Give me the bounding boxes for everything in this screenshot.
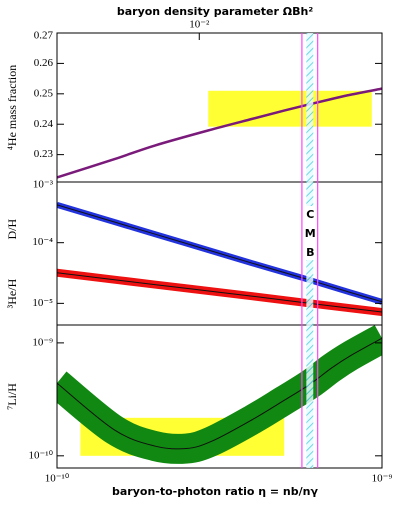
x-tick-label: 10⁻⁹ xyxy=(372,473,393,485)
y-axis-label: ⁴He mass fraction xyxy=(5,65,19,151)
panel-frame xyxy=(56,324,383,469)
chart-title: baryon density parameter ΩBh² xyxy=(117,5,313,18)
plot-area xyxy=(57,325,382,464)
plot-area xyxy=(57,201,382,316)
series-center-line xyxy=(57,337,382,450)
y-axis-label: D/H xyxy=(5,219,19,240)
y-tick-label: 10⁻¹⁰ xyxy=(28,449,53,461)
y-tick-label: 10⁻⁹ xyxy=(32,336,53,348)
series-center-line xyxy=(57,272,382,313)
series-center-line xyxy=(57,204,382,303)
plot-area xyxy=(57,87,382,179)
series-line xyxy=(57,87,382,179)
y-tick-label: 10⁻⁵ xyxy=(32,297,53,309)
y-tick-label: 0.23 xyxy=(34,148,54,160)
y-axis-label: ³He/H xyxy=(5,278,19,308)
x2-tick-label: 10⁻² xyxy=(189,19,210,31)
y-tick-label: 0.24 xyxy=(34,118,54,130)
y-tick-label: 0.26 xyxy=(34,57,54,69)
y-tick-label: 0.27 xyxy=(34,30,54,42)
x-tick-label: 10⁻¹⁰ xyxy=(45,473,70,485)
y-tick-label: 0.25 xyxy=(34,87,54,99)
cmb-label-bg xyxy=(303,206,316,260)
y-tick-label: 10⁻⁴ xyxy=(32,236,53,248)
cmb-annotation: CMB xyxy=(304,208,317,265)
x-axis-label: baryon-to-photon ratio η = nb/nγ xyxy=(112,485,318,498)
y-axis-label: ⁷Li/H xyxy=(5,383,19,410)
y-tick-label: 10⁻³ xyxy=(33,179,54,191)
